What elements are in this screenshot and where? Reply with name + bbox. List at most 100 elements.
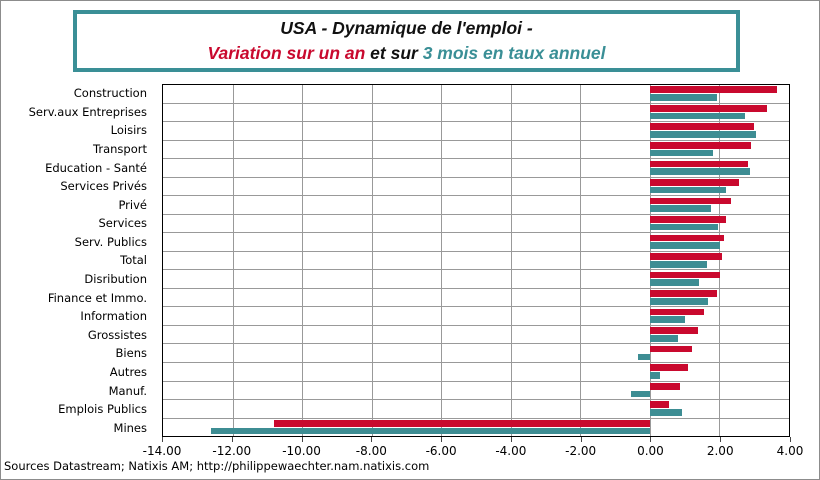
x-tick-label: -14.00 [142,444,182,458]
category-row [163,419,789,437]
bar-3m [649,316,685,324]
gridline [580,85,582,436]
bar-3m [649,297,708,305]
x-tick-label: -4.00 [495,444,527,458]
plot-area [162,84,790,437]
category-row [163,270,789,289]
bar-1y [649,401,669,409]
bar-3m [649,335,679,342]
category-label: Manuf. [108,383,147,398]
bar-1y [649,290,717,297]
bar-1y [649,364,689,372]
category-label: Privé [118,197,147,212]
category-label: Finance et Immo. [47,290,147,305]
category-axis: Construction Serv.aux Entreprises Loisirs T… [0,84,154,437]
category-label: Education - Santé [45,160,147,175]
category-row [163,178,789,197]
bar-rows [163,85,789,436]
category-row [163,122,789,141]
category-row [163,196,789,215]
x-tick-mark [371,437,373,442]
x-tick-label: 4.00 [776,444,804,458]
bar-3m [649,205,712,212]
source-note: Sources Datastream; Natixis AM; http://p… [4,459,430,473]
bar-3m [649,260,707,268]
gridline [232,85,234,436]
bar-3m [649,372,661,379]
x-tick-label: -8.00 [355,444,387,458]
category-label: Total [120,253,147,268]
bar-1y [649,179,740,186]
bar-1y [649,308,705,316]
category-label: Serv. Publics [74,234,147,249]
gridline [441,85,443,436]
category-row [163,159,789,178]
gridline [302,85,304,436]
category-label: Loisirs [110,123,147,138]
x-tick-label: -6.00 [425,444,457,458]
gridline [719,85,721,436]
bar-1y [649,86,777,94]
bar-1y [649,271,721,279]
x-tick-mark [441,437,443,442]
gridline [510,85,512,436]
category-label: Emplois Publics [58,402,147,417]
x-axis: -14.00 -12.00 -10.00 -8.00 -6.00 -4.00 -2.00 0.… [143,437,803,463]
category-row [163,85,789,104]
bar-1y [649,123,755,131]
x-tick-label: -2.00 [565,444,597,458]
bar-3m [649,149,714,157]
chart-title-line1: USA - Dynamique de l'emploi - [280,18,533,38]
x-tick-label: 0.00 [637,444,664,458]
bar-1y [649,104,768,112]
category-row [163,307,789,326]
category-row [163,326,789,345]
gridline [371,85,373,436]
category-label: Services [98,216,148,231]
bar-3m [649,242,720,250]
category-row [163,400,789,419]
category-label: Services Privés [60,179,147,194]
category-label: Serv.aux Entreprises [28,104,147,119]
x-tick-mark [790,437,791,442]
x-tick-label: -12.00 [212,444,252,458]
bar-1y [649,197,731,205]
bar-3m [649,223,718,231]
x-tick-mark [162,437,163,442]
gridline [649,85,651,436]
category-label: Information [80,309,147,324]
category-row [163,252,789,271]
x-tick-label: 2.00 [706,444,734,458]
x-tick-label: -10.00 [282,444,321,458]
category-label: Disribution [84,272,147,287]
bar-3m [649,409,682,416]
x-tick-mark [650,437,652,442]
bar-3m [649,279,699,287]
bar-3m [637,353,650,361]
bar-1y [649,253,722,260]
category-row [163,104,789,123]
bar-3m [649,168,750,175]
x-tick-mark [720,437,722,442]
bar-1y [649,382,680,390]
x-tick-mark [231,437,233,442]
category-row [163,344,789,363]
grid-layer [163,85,789,436]
bar-1y [273,419,650,427]
title-series2-label: 3 mois en taux annuel [422,43,606,63]
x-tick-mark [510,437,512,442]
category-label: Grossistes [87,327,147,342]
bar-3m [630,390,650,398]
category-row [163,289,789,308]
bar-1y [649,345,692,353]
category-row [163,363,789,382]
title-connector-text: et sur [365,43,423,63]
chart-title-line2: Variation sur un an et sur 3 mois en tau… [207,41,605,66]
bar-1y [649,141,751,149]
x-tick-mark [301,437,303,442]
bar-3m [210,427,650,435]
category-label: Mines [113,420,147,435]
bar-3m [649,186,726,194]
bar-3m [649,131,756,138]
category-row [163,382,789,401]
